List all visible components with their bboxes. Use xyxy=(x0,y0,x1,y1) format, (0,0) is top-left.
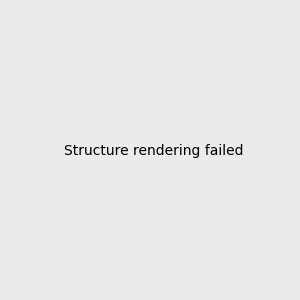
Text: Structure rendering failed: Structure rendering failed xyxy=(64,145,244,158)
